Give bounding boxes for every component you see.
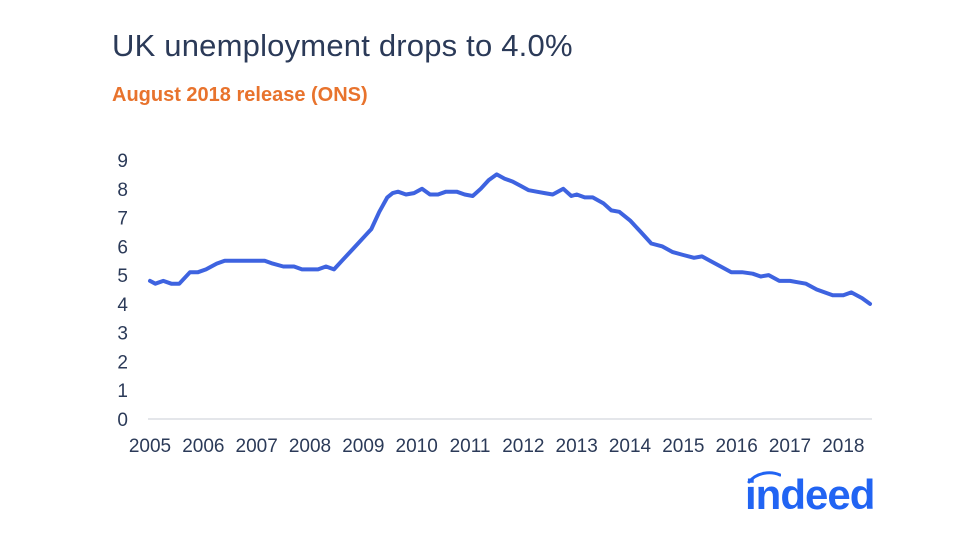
- y-tick-label: 7: [117, 209, 128, 230]
- y-tick-label: 2: [117, 352, 128, 373]
- series-line: [148, 172, 872, 306]
- x-tick-label: 2011: [450, 436, 491, 457]
- logo-text: indeed: [745, 471, 875, 518]
- y-tick-label: 9: [117, 151, 128, 172]
- y-tick-label: 4: [117, 295, 128, 316]
- y-tick-label: 6: [117, 237, 128, 258]
- x-tick-label: 2014: [609, 436, 652, 457]
- x-tick-label: 2015: [662, 436, 704, 457]
- y-tick-label: 1: [117, 381, 128, 402]
- y-tick-labels: 0 1 2 3 4 5 6 7 8 9: [117, 151, 128, 431]
- y-tick-label: 5: [117, 266, 128, 287]
- x-tick-labels: 2005 2006 2007 2008 2009 2010 2011 2012 2013 2014…: [129, 436, 865, 457]
- x-tick-label: 2013: [556, 436, 598, 457]
- chart-title: UK unemployment drops to 4.0%: [112, 28, 573, 63]
- x-tick-label: 2016: [716, 436, 758, 457]
- series-group: [148, 172, 872, 306]
- x-tick-label: 2010: [396, 436, 438, 457]
- indeed-logo: indeed: [745, 470, 895, 520]
- x-tick-label: 2008: [289, 436, 331, 457]
- logo-arc-icon: [747, 471, 781, 484]
- y-tick-label: 0: [117, 410, 128, 431]
- x-tick-label: 2009: [342, 436, 384, 457]
- y-tick-label: 8: [117, 180, 128, 201]
- x-tick-label: 2018: [822, 436, 864, 457]
- x-tick-label: 2007: [236, 436, 278, 457]
- x-tick-label: 2017: [769, 436, 811, 457]
- x-tick-label: 2006: [182, 436, 224, 457]
- chart-subtitle: August 2018 release (ONS): [112, 84, 368, 106]
- y-tick-label: 3: [117, 324, 128, 345]
- x-tick-label: 2005: [129, 436, 171, 457]
- x-tick-label: 2012: [502, 436, 544, 457]
